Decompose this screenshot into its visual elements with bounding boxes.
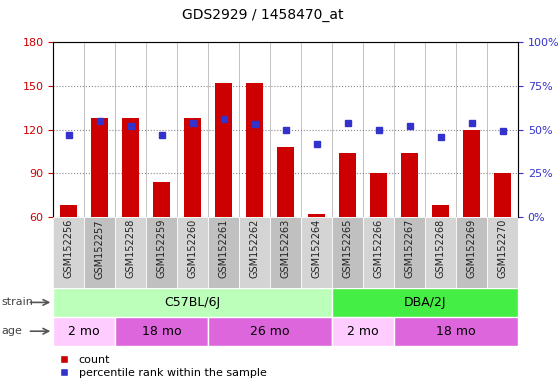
Text: GSM152256: GSM152256 <box>64 219 74 278</box>
Bar <box>115 317 208 346</box>
Bar <box>494 173 511 217</box>
Bar <box>53 288 332 317</box>
Bar <box>308 214 325 217</box>
Bar <box>208 317 332 346</box>
Text: strain: strain <box>1 297 33 308</box>
Text: 18 mo: 18 mo <box>142 325 181 338</box>
Text: GSM152260: GSM152260 <box>188 219 198 278</box>
Text: GSM152259: GSM152259 <box>157 219 167 278</box>
Bar <box>60 205 77 217</box>
Text: GSM152268: GSM152268 <box>436 219 446 278</box>
Bar <box>332 217 363 288</box>
Text: GSM152267: GSM152267 <box>404 219 414 278</box>
Bar <box>401 153 418 217</box>
Bar <box>115 217 146 288</box>
Bar <box>339 153 356 217</box>
Bar <box>363 217 394 288</box>
Bar <box>239 217 270 288</box>
Text: GSM152262: GSM152262 <box>250 219 260 278</box>
Bar <box>370 173 387 217</box>
Bar <box>277 147 294 217</box>
Text: GSM152261: GSM152261 <box>218 219 228 278</box>
Bar <box>184 118 201 217</box>
Bar <box>122 118 139 217</box>
Text: GDS2929 / 1458470_at: GDS2929 / 1458470_at <box>181 8 343 22</box>
Text: 18 mo: 18 mo <box>436 325 476 338</box>
Text: 2 mo: 2 mo <box>347 325 379 338</box>
Text: GSM152263: GSM152263 <box>281 219 291 278</box>
Bar <box>208 217 239 288</box>
Bar <box>425 217 456 288</box>
Text: 26 mo: 26 mo <box>250 325 290 338</box>
Bar <box>146 217 177 288</box>
Bar <box>53 317 115 346</box>
Bar <box>215 83 232 217</box>
Bar <box>394 317 518 346</box>
Text: age: age <box>1 326 22 336</box>
Bar <box>487 217 518 288</box>
Bar <box>91 118 108 217</box>
Text: 2 mo: 2 mo <box>68 325 100 338</box>
Bar <box>394 217 425 288</box>
Text: GSM152257: GSM152257 <box>95 219 105 278</box>
Text: GSM152266: GSM152266 <box>374 219 384 278</box>
Text: GSM152270: GSM152270 <box>497 219 507 278</box>
Bar <box>301 217 332 288</box>
Text: GSM152269: GSM152269 <box>466 219 477 278</box>
Bar <box>246 83 263 217</box>
Bar <box>456 217 487 288</box>
Text: GSM152265: GSM152265 <box>343 219 353 278</box>
Text: GSM152264: GSM152264 <box>311 219 321 278</box>
Bar <box>153 182 170 217</box>
Bar <box>332 317 394 346</box>
Bar <box>177 217 208 288</box>
Text: C57BL/6J: C57BL/6J <box>165 296 221 309</box>
Bar <box>432 205 449 217</box>
Bar <box>270 217 301 288</box>
Bar <box>84 217 115 288</box>
Bar <box>463 130 480 217</box>
Bar <box>53 217 84 288</box>
Legend: count, percentile rank within the sample: count, percentile rank within the sample <box>59 355 267 379</box>
Text: GSM152258: GSM152258 <box>125 219 136 278</box>
Bar <box>332 288 518 317</box>
Text: DBA/2J: DBA/2J <box>404 296 446 309</box>
